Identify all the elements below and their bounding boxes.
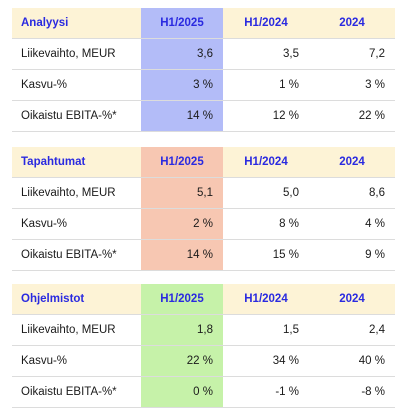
column-header-h1-2025: H1/2025 xyxy=(141,8,223,38)
column-header-2024: 2024 xyxy=(309,284,395,314)
cell-value: 7,2 xyxy=(309,37,395,69)
column-header-h1-2025: H1/2025 xyxy=(141,284,223,314)
table-row: Oikaistu EBITA-%* 0 % -1 % -8 % xyxy=(12,375,395,408)
cell-value: -8 % xyxy=(309,375,395,408)
cell-value: 3,6 xyxy=(141,37,223,69)
column-header-h1-2025: H1/2025 xyxy=(141,147,223,177)
table-header-row: Tapahtumat H1/2025 H1/2024 2024 xyxy=(12,147,395,177)
cell-value: 9 % xyxy=(309,238,395,271)
row-label: Kasvu-% xyxy=(12,207,141,239)
cell-value: 14 % xyxy=(141,99,223,132)
table-header-row: Ohjelmistot H1/2025 H1/2024 2024 xyxy=(12,284,395,314)
table-row: Liikevaihto, MEUR 3,6 3,5 7,2 xyxy=(12,37,395,69)
segment-table-tapahtumat: Tapahtumat H1/2025 H1/2024 2024 Liikevai… xyxy=(12,147,395,271)
table-row: Kasvu-% 3 % 1 % 3 % xyxy=(12,68,395,100)
segment-name: Tapahtumat xyxy=(12,147,141,177)
row-label: Kasvu-% xyxy=(12,68,141,100)
row-label: Kasvu-% xyxy=(12,344,141,376)
cell-value: 14 % xyxy=(141,238,223,271)
cell-value: 12 % xyxy=(223,99,309,132)
row-label: Liikevaihto, MEUR xyxy=(12,37,141,69)
row-label: Oikaistu EBITA-%* xyxy=(12,375,141,408)
cell-value: 8 % xyxy=(223,207,309,239)
segment-name: Ohjelmistot xyxy=(12,284,141,314)
table-row: Kasvu-% 2 % 8 % 4 % xyxy=(12,207,395,239)
cell-value: 4 % xyxy=(309,207,395,239)
cell-value: -1 % xyxy=(223,375,309,408)
cell-value: 40 % xyxy=(309,344,395,376)
row-label: Liikevaihto, MEUR xyxy=(12,313,141,345)
segment-table-ohjelmistot: Ohjelmistot H1/2025 H1/2024 2024 Liikeva… xyxy=(12,284,395,408)
column-header-2024: 2024 xyxy=(309,147,395,177)
cell-value: 3 % xyxy=(141,68,223,100)
cell-value: 1,5 xyxy=(223,313,309,345)
column-header-h1-2024: H1/2024 xyxy=(223,284,309,314)
cell-value: 1,8 xyxy=(141,313,223,345)
column-header-2024: 2024 xyxy=(309,8,395,38)
cell-value: 15 % xyxy=(223,238,309,271)
row-label: Liikevaihto, MEUR xyxy=(12,176,141,208)
cell-value: 2 % xyxy=(141,207,223,239)
cell-value: 5,0 xyxy=(223,176,309,208)
table-row: Oikaistu EBITA-%* 14 % 15 % 9 % xyxy=(12,238,395,271)
cell-value: 1 % xyxy=(223,68,309,100)
column-header-h1-2024: H1/2024 xyxy=(223,8,309,38)
row-label: Oikaistu EBITA-%* xyxy=(12,99,141,132)
segment-table-analyysi: Analyysi H1/2025 H1/2024 2024 Liikevaiht… xyxy=(12,8,395,132)
cell-value: 5,1 xyxy=(141,176,223,208)
table-row: Liikevaihto, MEUR 1,8 1,5 2,4 xyxy=(12,313,395,345)
cell-value: 2,4 xyxy=(309,313,395,345)
cell-value: 22 % xyxy=(141,344,223,376)
table-row: Oikaistu EBITA-%* 14 % 12 % 22 % xyxy=(12,99,395,132)
cell-value: 0 % xyxy=(141,375,223,408)
cell-value: 3 % xyxy=(309,68,395,100)
cell-value: 34 % xyxy=(223,344,309,376)
cell-value: 22 % xyxy=(309,99,395,132)
table-header-row: Analyysi H1/2025 H1/2024 2024 xyxy=(12,8,395,38)
table-row: Kasvu-% 22 % 34 % 40 % xyxy=(12,344,395,376)
column-header-h1-2024: H1/2024 xyxy=(223,147,309,177)
row-label: Oikaistu EBITA-%* xyxy=(12,238,141,271)
table-row: Liikevaihto, MEUR 5,1 5,0 8,6 xyxy=(12,176,395,208)
cell-value: 8,6 xyxy=(309,176,395,208)
cell-value: 3,5 xyxy=(223,37,309,69)
segment-name: Analyysi xyxy=(12,8,141,38)
